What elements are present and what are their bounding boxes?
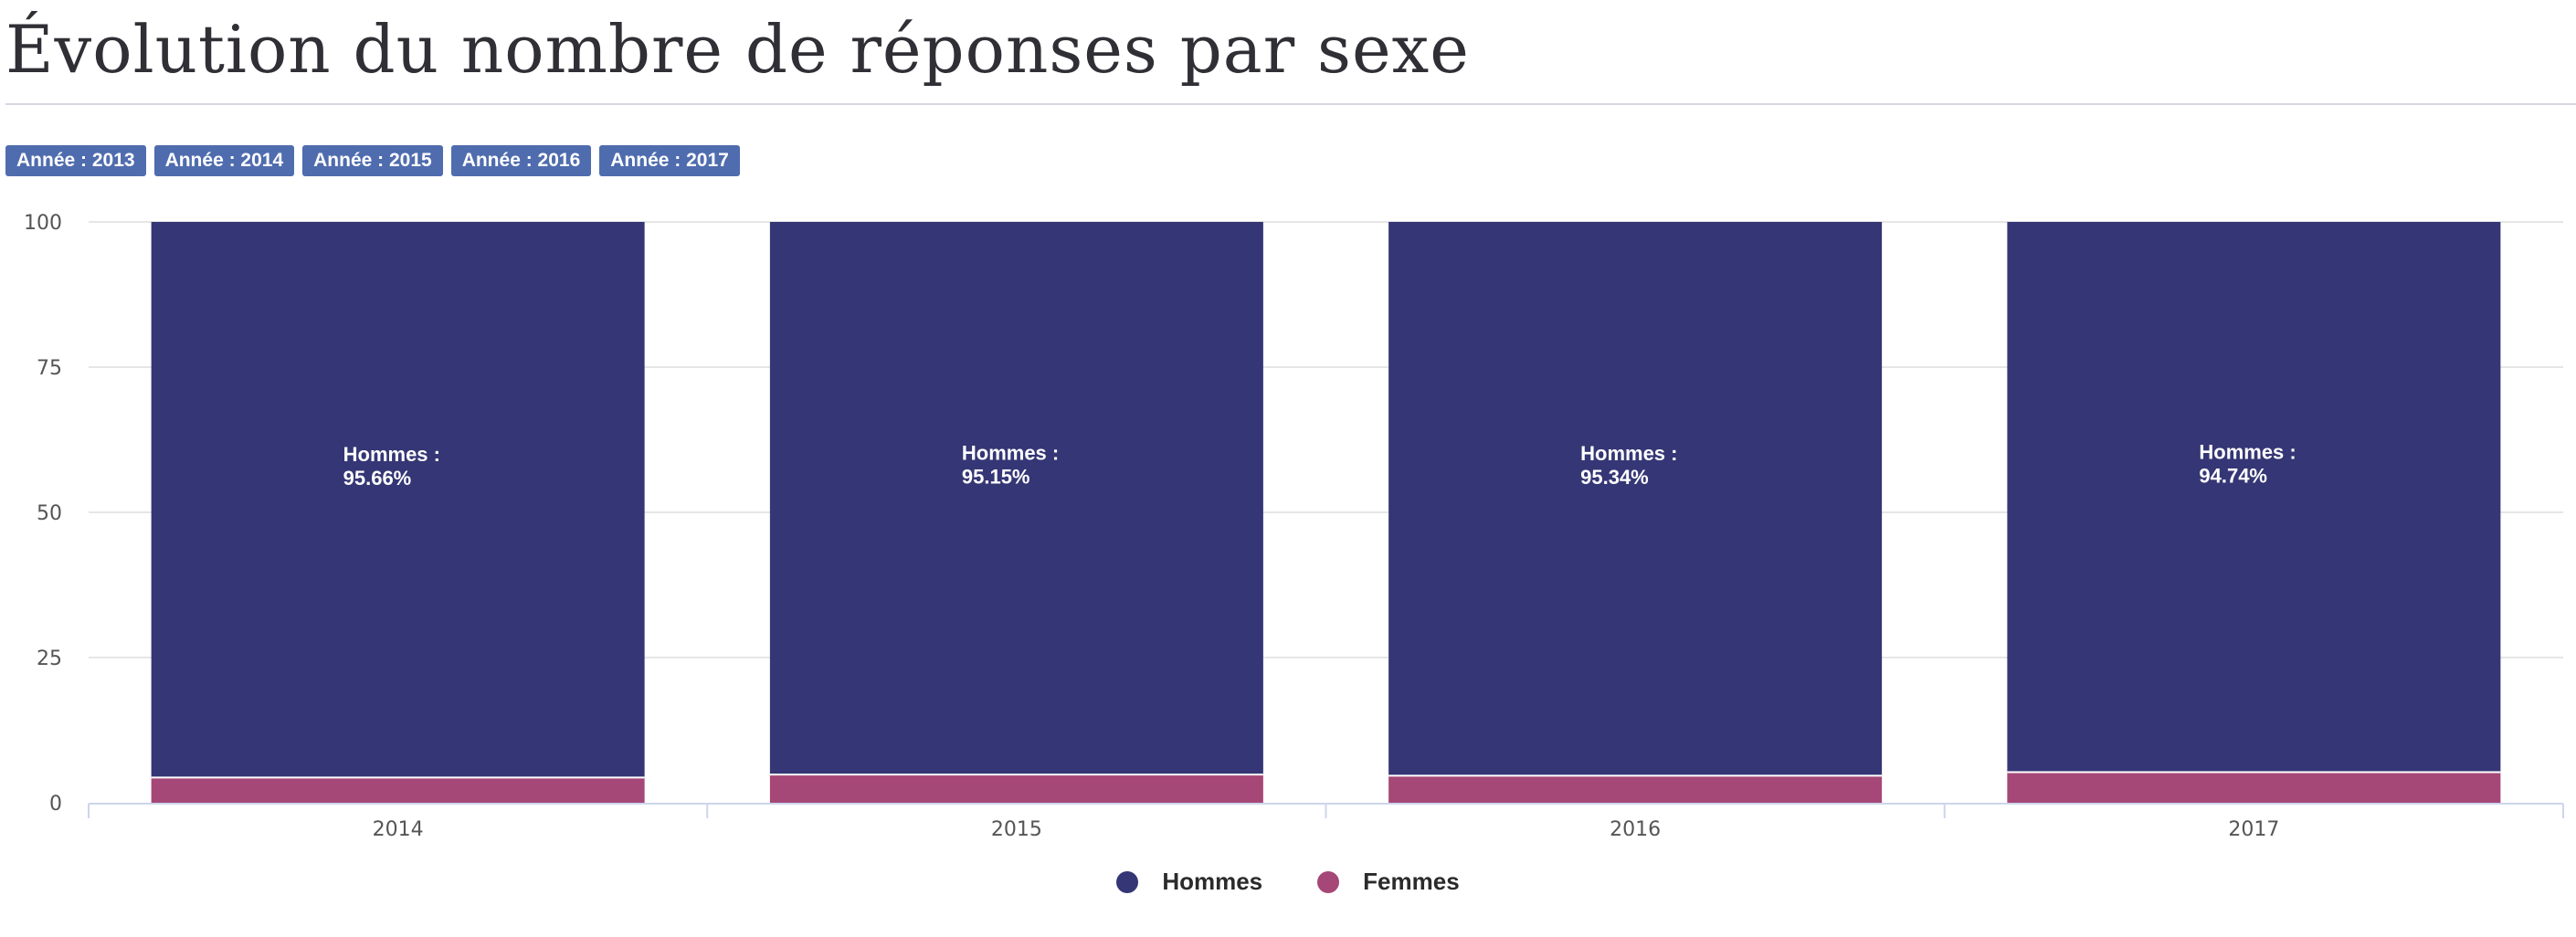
data-label-value-2017: 94.74% [2199, 464, 2267, 487]
legend-item-hommes[interactable]: Hommes [1116, 868, 1262, 896]
y-tick-label-50: 50 [37, 502, 62, 525]
x-tick-label-2014: 2014 [373, 818, 424, 840]
data-label-value-2016: 95.34% [1580, 466, 1649, 489]
y-tick-label-75: 75 [37, 357, 62, 380]
bar-hommes-2014 [151, 222, 645, 778]
y-tick-label-0: 0 [49, 793, 62, 816]
bar-femmes-2016 [1388, 775, 1883, 803]
bar-hommes-2015 [769, 222, 1263, 775]
title-divider [5, 103, 2576, 105]
data-label-title-2015: Hommes : [962, 442, 1059, 465]
y-tick-label-100: 100 [24, 212, 62, 235]
filter-year-2013[interactable]: Année : 2013 [5, 145, 146, 176]
data-label-value-2014: 95.66% [343, 467, 412, 490]
bar-femmes-2017 [2007, 772, 2501, 803]
filter-year-2014[interactable]: Année : 2014 [153, 145, 295, 176]
page-title: Évolution du nombre de réponses par sexe [5, 11, 1470, 88]
legend-label-hommes: Hommes [1162, 868, 1263, 895]
x-tick-label-2017: 2017 [2228, 818, 2279, 840]
chart-legend: Hommes Femmes [0, 868, 2576, 896]
filter-year-2015[interactable]: Année : 2015 [302, 145, 443, 176]
bar-femmes-2015 [769, 774, 1263, 803]
bar-hommes-2016 [1388, 222, 1883, 776]
data-label-value-2015: 95.15% [962, 466, 1030, 489]
filter-year-2016[interactable]: Année : 2016 [450, 145, 592, 176]
legend-marker-femmes [1317, 870, 1340, 893]
legend-marker-hommes [1116, 870, 1139, 893]
data-label-title-2017: Hommes : [2199, 440, 2296, 463]
bar-hommes-2017 [2007, 222, 2501, 773]
x-tick-label-2015: 2015 [991, 818, 1042, 840]
data-label-title-2014: Hommes : [343, 443, 440, 466]
x-tick-label-2016: 2016 [1610, 818, 1661, 840]
data-label-title-2016: Hommes : [1580, 442, 1677, 465]
year-filter-bar: Année : 2013 Année : 2014 Année : 2015 A… [5, 145, 740, 176]
y-tick-label-25: 25 [37, 647, 62, 670]
filter-year-2017[interactable]: Année : 2017 [599, 145, 740, 176]
legend-label-femmes: Femmes [1363, 868, 1460, 895]
legend-item-femmes[interactable]: Femmes [1317, 868, 1460, 896]
bar-femmes-2014 [151, 777, 645, 803]
